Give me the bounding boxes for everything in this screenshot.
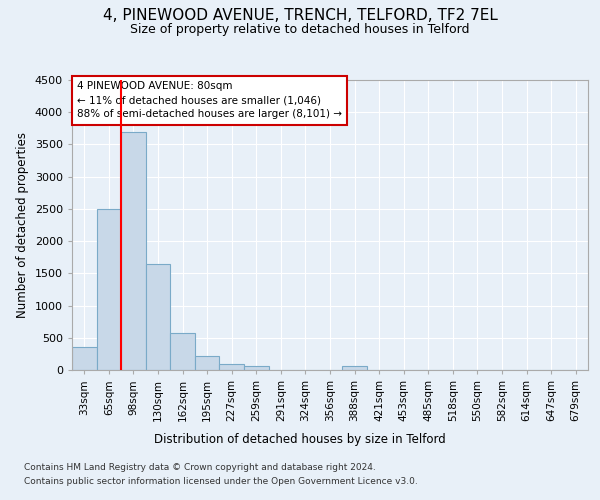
Text: Distribution of detached houses by size in Telford: Distribution of detached houses by size …: [154, 432, 446, 446]
Bar: [170, 332, 195, 370]
Text: Size of property relative to detached houses in Telford: Size of property relative to detached ho…: [130, 22, 470, 36]
Bar: [342, 366, 367, 370]
Bar: [97, 209, 121, 370]
Bar: [72, 348, 97, 370]
Text: 4 PINEWOOD AVENUE: 80sqm
← 11% of detached houses are smaller (1,046)
88% of sem: 4 PINEWOOD AVENUE: 80sqm ← 11% of detach…: [77, 82, 342, 120]
Bar: [146, 264, 170, 370]
Text: Contains HM Land Registry data © Crown copyright and database right 2024.: Contains HM Land Registry data © Crown c…: [24, 462, 376, 471]
Bar: [195, 356, 220, 370]
Text: Contains public sector information licensed under the Open Government Licence v3: Contains public sector information licen…: [24, 478, 418, 486]
Text: 4, PINEWOOD AVENUE, TRENCH, TELFORD, TF2 7EL: 4, PINEWOOD AVENUE, TRENCH, TELFORD, TF2…: [103, 8, 497, 22]
Bar: [244, 366, 269, 370]
Y-axis label: Number of detached properties: Number of detached properties: [16, 132, 29, 318]
Bar: [121, 132, 146, 370]
Bar: [220, 364, 244, 370]
